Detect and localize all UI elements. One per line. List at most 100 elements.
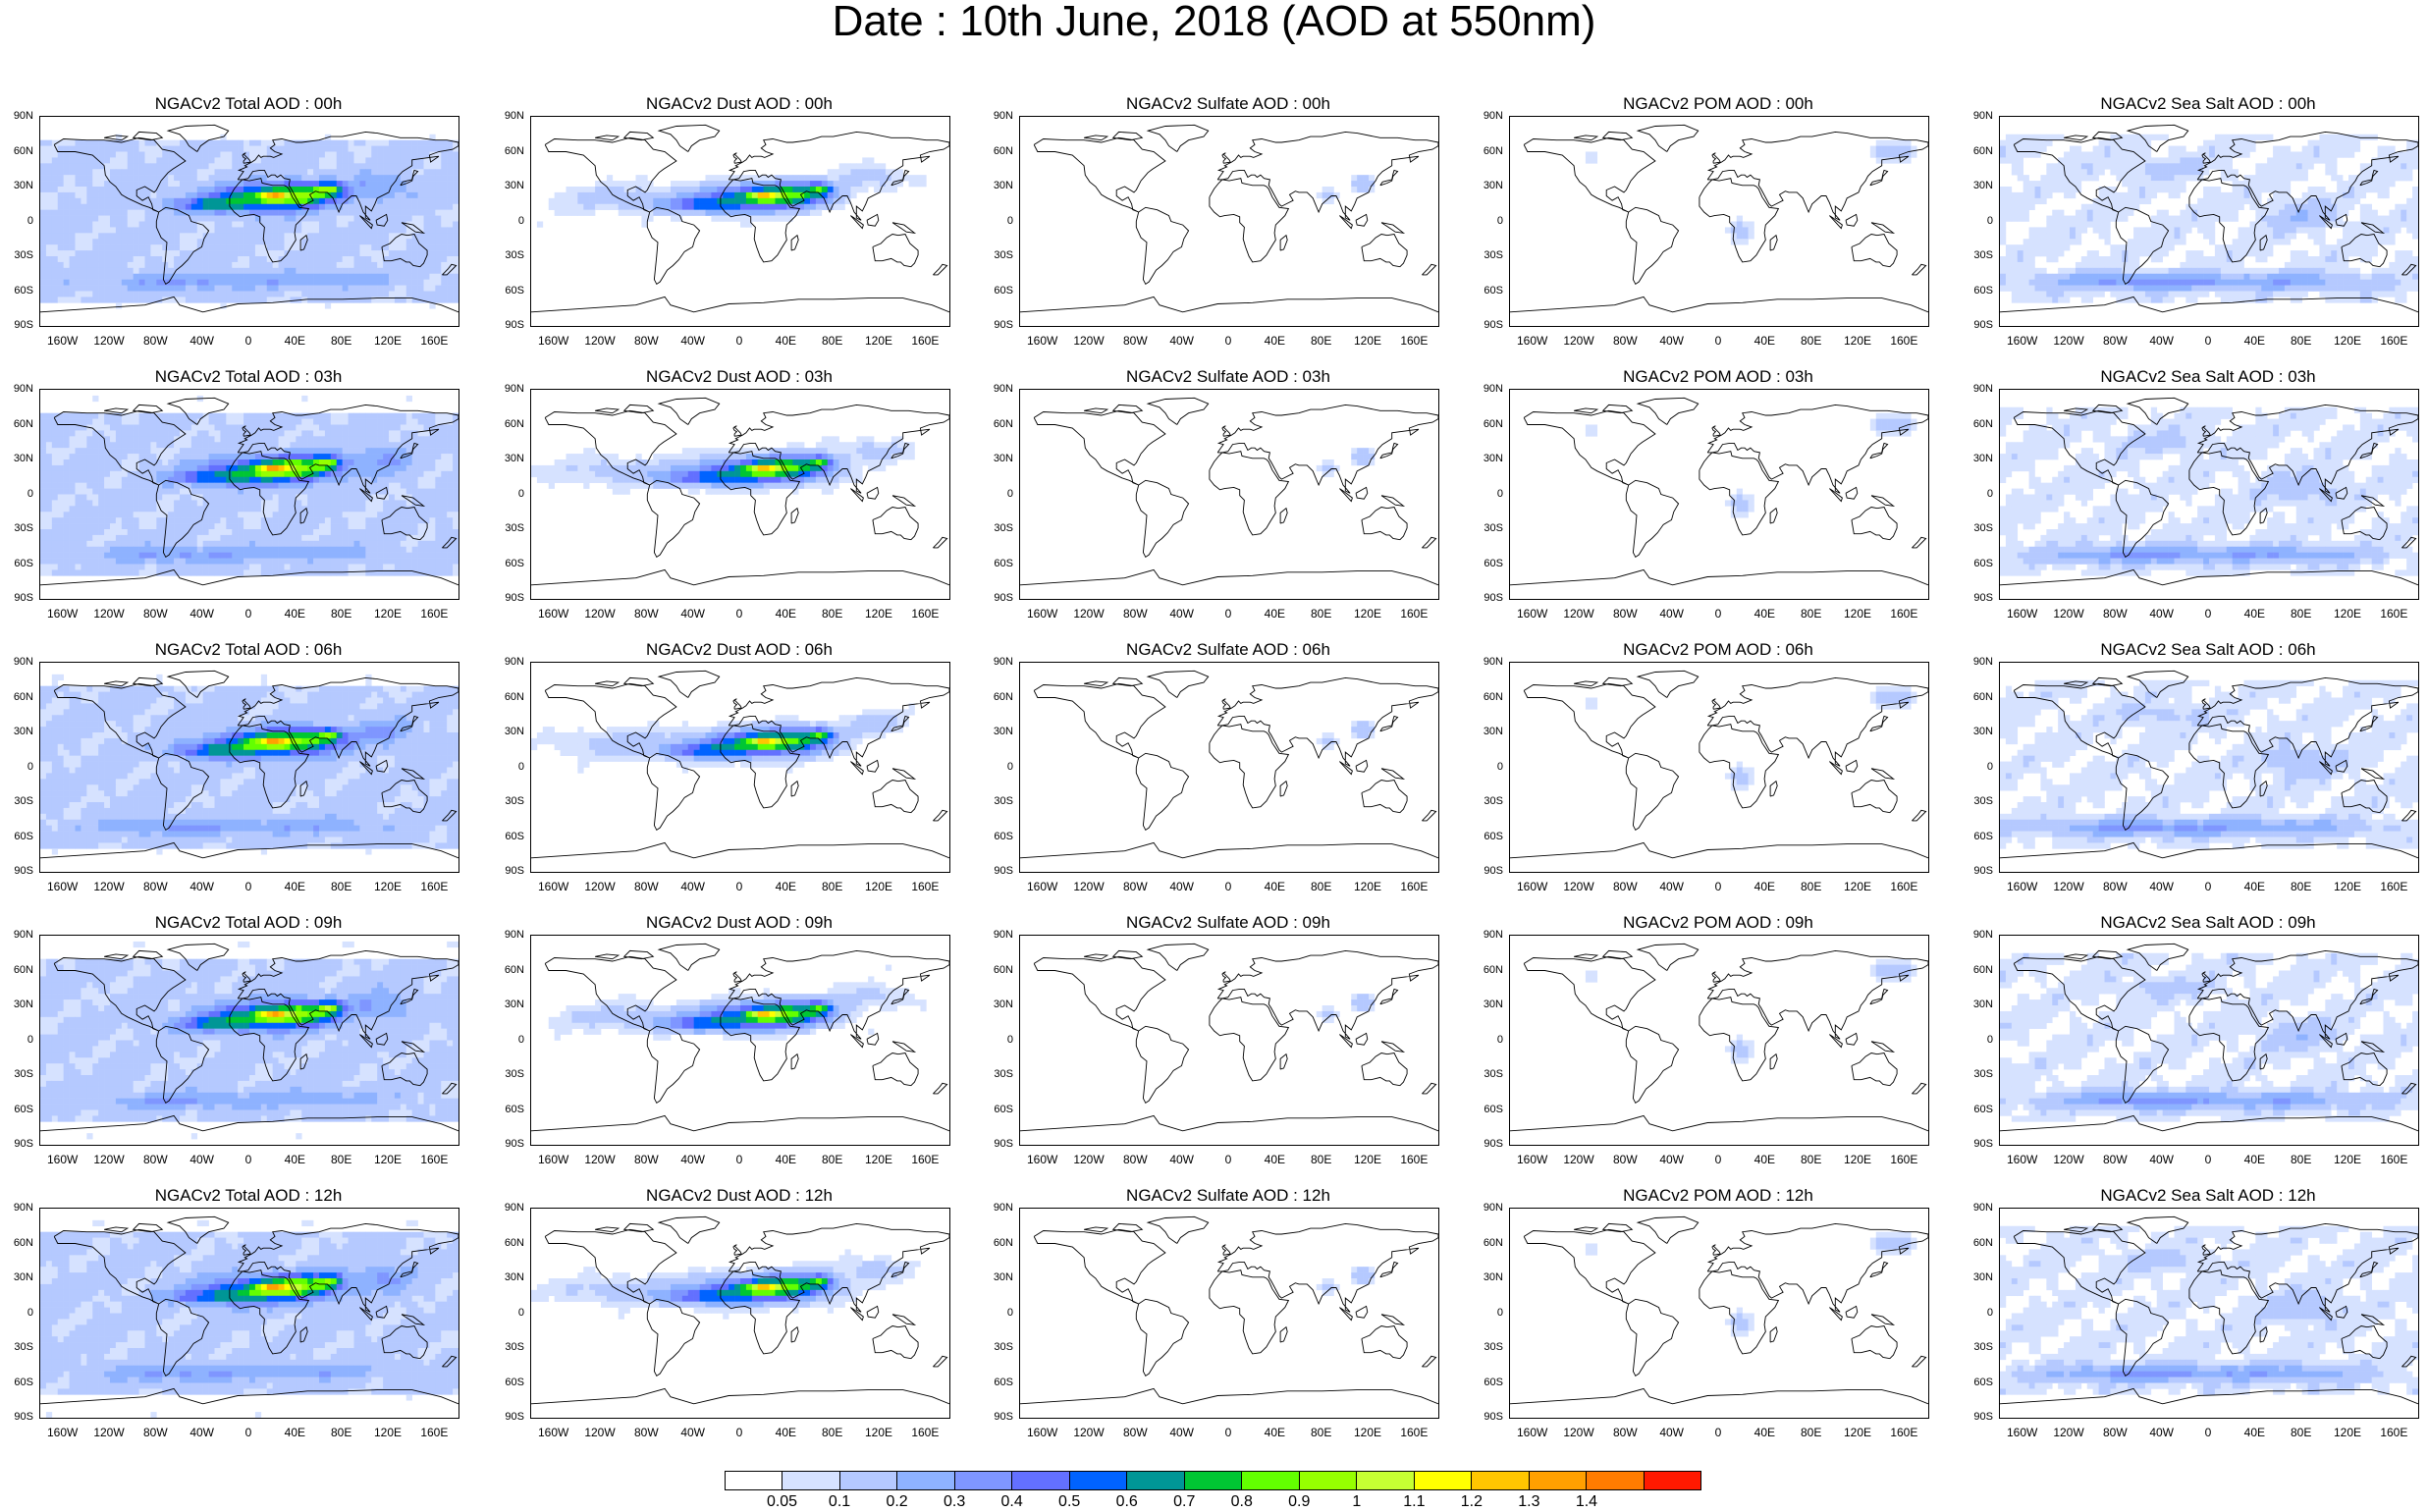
aod-cell <box>121 175 129 182</box>
aod-cell <box>2377 221 2384 228</box>
aod-cell <box>681 209 689 216</box>
aod-cell <box>2150 285 2158 292</box>
coastline <box>1845 213 1859 227</box>
aod-cell <box>313 244 320 251</box>
aod-cell <box>342 273 349 280</box>
aod-cell <box>1875 151 1882 158</box>
aod-cell <box>127 424 134 431</box>
aod-cell <box>2255 175 2262 182</box>
aod-cell <box>2040 291 2047 297</box>
aod-cell <box>272 239 279 245</box>
aod-cell <box>2406 163 2413 170</box>
aod-cell <box>2092 145 2099 152</box>
coastline <box>933 263 948 276</box>
coastline <box>1711 152 1721 164</box>
aod-cell <box>2284 181 2292 188</box>
aod-cell <box>389 157 396 164</box>
aod-cell <box>92 395 99 403</box>
aod-cell <box>435 203 442 210</box>
aod-cell <box>2162 227 2169 234</box>
aod-cell <box>874 181 881 188</box>
aod-cell <box>168 197 175 205</box>
aod-cell <box>168 157 175 164</box>
aod-cell <box>2098 191 2105 199</box>
aod-cell <box>2353 221 2361 228</box>
aod-cell <box>278 175 285 182</box>
aod-cell <box>138 273 145 280</box>
aod-cell <box>699 209 706 216</box>
aod-cell <box>2232 134 2239 140</box>
lon-tick-label: 80E <box>1792 335 1831 347</box>
aod-cell <box>2110 273 2117 280</box>
aod-cell <box>699 197 706 205</box>
aod-cell <box>110 187 117 193</box>
aod-cell <box>162 459 169 466</box>
aod-cell <box>365 250 372 257</box>
aod-cell <box>441 261 448 269</box>
aod-cell <box>214 273 221 280</box>
aod-cell <box>815 187 823 193</box>
aod-cell <box>150 442 157 449</box>
aod-cell <box>1322 187 1328 193</box>
aod-cell <box>377 244 384 251</box>
aod-cell <box>57 430 64 437</box>
aod-cell <box>162 163 169 170</box>
aod-cell <box>214 227 221 234</box>
aod-cell <box>417 273 424 280</box>
aod-cell <box>629 203 636 210</box>
aod-cell <box>2232 175 2239 182</box>
aod-cell <box>313 448 320 455</box>
aod-cell <box>554 209 561 216</box>
aod-cell <box>429 239 436 245</box>
aod-cell <box>792 187 799 193</box>
aod-cell <box>2174 157 2181 164</box>
aod-cell <box>411 430 418 437</box>
lon-tick-label: 40W <box>1652 335 1692 347</box>
aod-cell <box>290 261 297 269</box>
aod-cell <box>220 250 227 257</box>
lon-tick-label: 160E <box>414 608 454 620</box>
aod-cell <box>330 470 338 478</box>
aod-cell <box>272 151 279 158</box>
aod-cell <box>2389 239 2396 245</box>
aod-cell <box>2395 279 2401 286</box>
aod-cell <box>353 464 360 472</box>
aod-cell <box>717 215 724 222</box>
aod-cell <box>2070 239 2077 245</box>
aod-cell <box>629 187 636 193</box>
aod-cell <box>447 412 454 419</box>
aod-cell <box>156 424 163 431</box>
aod-cell <box>104 285 111 292</box>
aod-cell <box>45 197 53 205</box>
aod-cell <box>121 256 129 263</box>
aod-cell <box>2377 157 2384 164</box>
aod-cell <box>190 430 198 437</box>
aod-cell <box>127 250 134 257</box>
aod-cell <box>174 297 181 303</box>
aod-cell <box>2058 297 2065 303</box>
aod-cell <box>711 191 718 199</box>
aod-cell <box>57 448 64 455</box>
aod-cell <box>2098 227 2105 234</box>
coastline <box>531 296 949 313</box>
aod-cell <box>400 181 407 188</box>
aod-cell <box>577 209 584 216</box>
aod-cell <box>2080 279 2088 286</box>
aod-cell <box>2238 191 2244 199</box>
aod-cell <box>2122 244 2129 251</box>
aod-cell <box>2156 285 2163 292</box>
aod-cell <box>144 233 151 240</box>
aod-cell <box>2092 203 2099 210</box>
aod-cell <box>190 454 198 460</box>
aod-cell <box>342 291 349 297</box>
aod-cell <box>647 187 654 193</box>
aod-cell <box>2401 175 2407 182</box>
aod-cell <box>850 163 857 170</box>
aod-cell <box>226 459 233 466</box>
aod-cell <box>51 442 59 449</box>
aod-cell <box>2377 169 2384 176</box>
aod-cell <box>272 203 279 210</box>
aod-cell <box>2401 203 2407 210</box>
aod-cell <box>342 145 349 152</box>
aod-cell <box>307 448 314 455</box>
